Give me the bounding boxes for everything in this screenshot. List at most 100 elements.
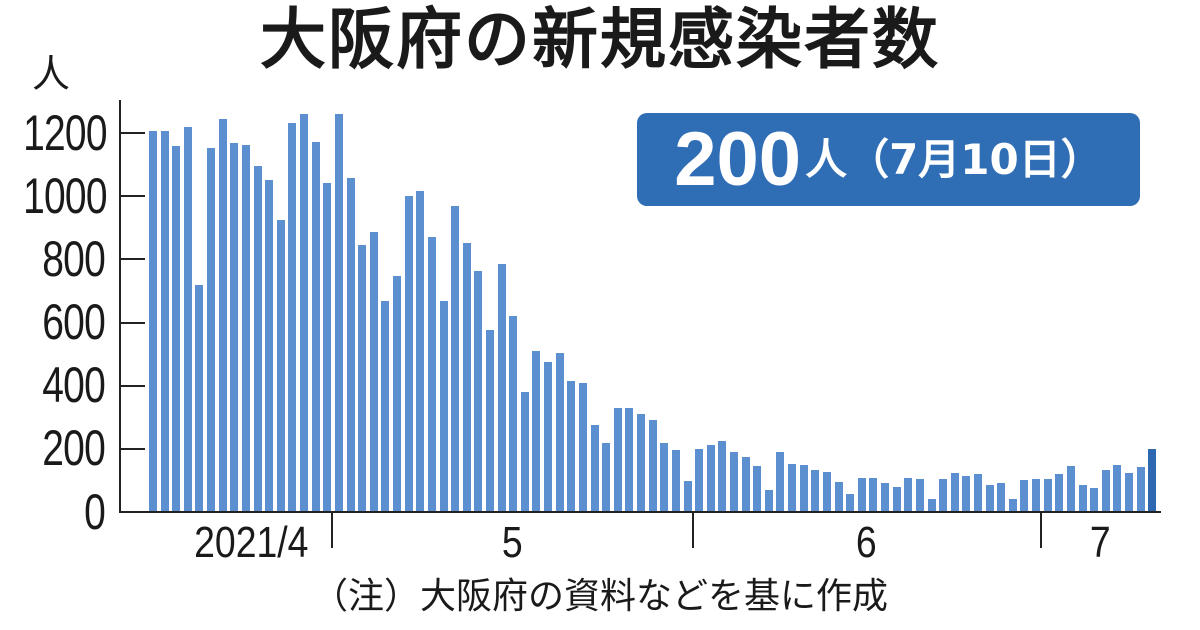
x-tick-label-june: 6 bbox=[855, 518, 877, 567]
bar bbox=[684, 481, 692, 512]
bar bbox=[265, 180, 273, 512]
bar bbox=[335, 114, 343, 512]
bar bbox=[288, 123, 296, 512]
bar bbox=[451, 206, 459, 512]
latest-count-badge: 200 人（7月10日） bbox=[637, 113, 1140, 206]
bar bbox=[567, 381, 575, 512]
bar bbox=[1055, 474, 1063, 512]
bar bbox=[614, 408, 622, 512]
bar bbox=[579, 383, 587, 512]
bar bbox=[672, 450, 680, 512]
bar bbox=[625, 408, 633, 512]
bar bbox=[149, 131, 157, 512]
x-tick-label-july: 7 bbox=[1089, 518, 1111, 567]
bar bbox=[393, 276, 401, 512]
y-tick-label: 800 bbox=[42, 231, 106, 287]
y-axis-unit: 人 bbox=[32, 52, 71, 96]
bar bbox=[486, 330, 494, 512]
x-month-tick bbox=[331, 512, 333, 548]
bar bbox=[347, 178, 355, 512]
bar bbox=[498, 264, 506, 512]
bar bbox=[730, 452, 738, 512]
bar bbox=[823, 472, 831, 512]
bar bbox=[1009, 499, 1017, 512]
bar bbox=[230, 143, 238, 512]
bar bbox=[463, 243, 471, 512]
bar bbox=[556, 353, 564, 512]
y-tick bbox=[120, 258, 145, 260]
bar bbox=[521, 392, 529, 512]
bar bbox=[1102, 470, 1110, 512]
bar bbox=[649, 420, 657, 512]
bar bbox=[440, 301, 448, 512]
bar bbox=[184, 127, 192, 512]
bar bbox=[300, 114, 308, 512]
bar bbox=[986, 485, 994, 512]
bar bbox=[974, 474, 982, 512]
x-month-tick bbox=[1040, 512, 1042, 548]
bar bbox=[776, 452, 784, 512]
bar bbox=[718, 441, 726, 512]
bar bbox=[172, 146, 180, 512]
y-tick bbox=[120, 385, 145, 387]
x-tick-label-may: 5 bbox=[501, 518, 523, 567]
bar bbox=[858, 478, 866, 512]
bar bbox=[381, 301, 389, 512]
bar bbox=[695, 449, 703, 512]
y-tick bbox=[120, 132, 145, 134]
bar bbox=[1020, 480, 1028, 512]
y-axis-line bbox=[119, 100, 121, 513]
bar bbox=[939, 479, 947, 512]
y-tick-label: 200 bbox=[42, 420, 106, 476]
latest-count-value: 200 bbox=[674, 116, 802, 202]
bar bbox=[1067, 466, 1075, 512]
bar bbox=[416, 191, 424, 512]
bar bbox=[1090, 488, 1098, 512]
y-tick-label: 1000 bbox=[23, 168, 107, 224]
bar bbox=[323, 183, 331, 512]
bar bbox=[765, 490, 773, 512]
latest-count-date: 人（7月10日） bbox=[805, 134, 1103, 184]
source-footnote: （注）大阪府の資料などを基に作成 bbox=[311, 576, 888, 617]
bar bbox=[207, 148, 215, 512]
y-tick bbox=[120, 322, 145, 324]
bar bbox=[800, 465, 808, 512]
y-tick-label: 0 bbox=[84, 484, 106, 540]
y-tick bbox=[120, 195, 145, 197]
bar bbox=[161, 131, 169, 512]
bar bbox=[474, 271, 482, 512]
bar bbox=[1032, 479, 1040, 512]
chart-title: 大阪府の新規感染者数 bbox=[260, 1, 940, 78]
bar bbox=[312, 142, 320, 512]
bar bbox=[928, 499, 936, 512]
bar bbox=[660, 443, 668, 512]
bar bbox=[1044, 479, 1052, 512]
bar bbox=[532, 351, 540, 512]
bar bbox=[753, 466, 761, 512]
bar bbox=[1137, 467, 1145, 512]
bar bbox=[742, 457, 750, 512]
bar bbox=[1125, 473, 1133, 512]
bar bbox=[602, 443, 610, 512]
y-tick-label: 600 bbox=[42, 294, 106, 350]
bar bbox=[405, 196, 413, 512]
bar bbox=[811, 470, 819, 512]
bar bbox=[1148, 449, 1156, 512]
bar bbox=[835, 482, 843, 512]
bar bbox=[544, 362, 552, 512]
bar bbox=[707, 445, 715, 512]
bar bbox=[219, 119, 227, 512]
bar bbox=[591, 425, 599, 512]
bar bbox=[1079, 485, 1087, 512]
x-tick-label-april: 2021/4 bbox=[194, 518, 309, 567]
bar bbox=[997, 483, 1005, 512]
bar bbox=[195, 285, 203, 512]
bar bbox=[509, 316, 517, 512]
bar bbox=[962, 476, 970, 512]
bar bbox=[370, 232, 378, 512]
bar bbox=[881, 483, 889, 512]
bar bbox=[916, 479, 924, 512]
bar bbox=[277, 220, 285, 512]
x-month-tick bbox=[692, 512, 694, 548]
bar bbox=[788, 464, 796, 512]
